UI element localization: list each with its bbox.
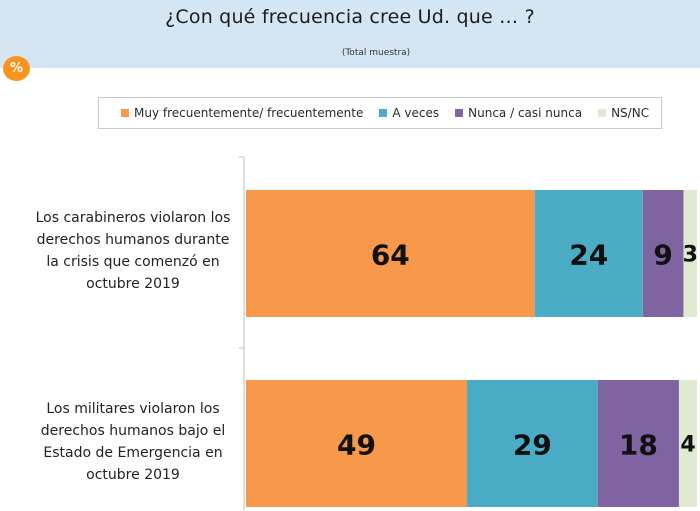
legend-item-frecuentemente: Muy frecuentemente/ frecuentemente bbox=[121, 106, 363, 120]
bar-segment-frecuentemente bbox=[246, 380, 467, 507]
legend-label: A veces bbox=[392, 106, 440, 120]
data-label: 29 bbox=[513, 429, 552, 462]
bar-segment-nunca bbox=[597, 380, 679, 507]
legend: Muy frecuentemente/ frecuentemente A vec… bbox=[98, 97, 662, 129]
legend-label: NS/NC bbox=[611, 106, 650, 120]
bar-segment-frecuentemente bbox=[246, 190, 535, 317]
legend-label: Nunca / casi nunca bbox=[468, 106, 583, 120]
bar-segment-a-veces bbox=[466, 380, 598, 507]
bar-segment-ns-nc bbox=[678, 380, 697, 507]
legend-swatch bbox=[379, 109, 388, 117]
legend-swatch bbox=[455, 109, 464, 117]
category-label-militares: Los militares violaron los derechos huma… bbox=[40, 401, 226, 483]
bar-segment-a-veces bbox=[534, 190, 643, 317]
data-label: 3 bbox=[683, 243, 698, 268]
legend-swatch bbox=[598, 109, 607, 117]
chart-title: ¿Con qué frecuencia cree Ud. que … ? bbox=[165, 6, 535, 28]
header-banner: ¿Con qué frecuencia cree Ud. que … ? (To… bbox=[0, 0, 700, 68]
data-label: 64 bbox=[371, 239, 410, 272]
legend-swatch bbox=[121, 109, 129, 117]
category-label-carabineros: Los carabineros violaron los derechos hu… bbox=[35, 210, 231, 292]
data-label: 4 bbox=[680, 433, 695, 458]
chart-subtitle: (Total muestra) bbox=[341, 48, 411, 58]
data-label: 18 bbox=[619, 429, 658, 462]
data-label: 9 bbox=[653, 239, 672, 272]
legend-item-a-veces: A veces bbox=[379, 106, 439, 120]
bar-segment-nunca bbox=[642, 190, 684, 317]
data-label: 24 bbox=[569, 239, 608, 272]
percent-badge: % bbox=[3, 56, 30, 81]
legend-item-ns-nc: NS/NC bbox=[598, 106, 649, 120]
legend-item-nunca: Nunca / casi nunca bbox=[455, 106, 582, 120]
bar-segment-ns-nc bbox=[683, 190, 697, 317]
legend-label: Muy frecuentemente/ frecuentemente bbox=[134, 106, 364, 120]
data-label: 49 bbox=[337, 429, 376, 462]
